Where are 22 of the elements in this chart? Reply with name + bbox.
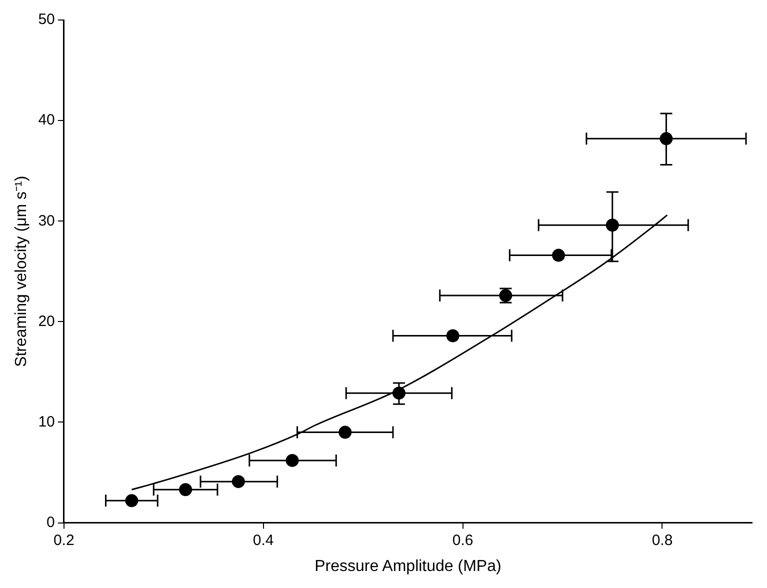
y-tick-label: 30 (38, 212, 55, 230)
point (125, 494, 138, 508)
y-tick-label: 40 (38, 112, 55, 129)
y-tick-label: 10 (38, 413, 55, 430)
point (446, 329, 460, 342)
x-tick-label: 0.2 (53, 532, 74, 549)
point (179, 483, 192, 496)
point (606, 218, 619, 232)
x-tick-label: 0.8 (652, 532, 673, 549)
point (338, 426, 352, 439)
x-axis-title: Pressure Amplitude (MPa) (314, 558, 502, 575)
point (660, 132, 673, 146)
x-tick-label: 0.6 (452, 532, 474, 549)
y-tick-label: 0 (46, 514, 55, 531)
y-tick-label: 20 (38, 312, 55, 330)
y-tick-label: 50 (38, 11, 55, 28)
point (552, 248, 566, 262)
y-axis-title: Streaming velocity (μm s⁻¹) (13, 176, 30, 367)
point (392, 386, 406, 400)
point (286, 454, 299, 467)
x-tick-label: 0.4 (252, 532, 274, 549)
point (232, 475, 245, 488)
